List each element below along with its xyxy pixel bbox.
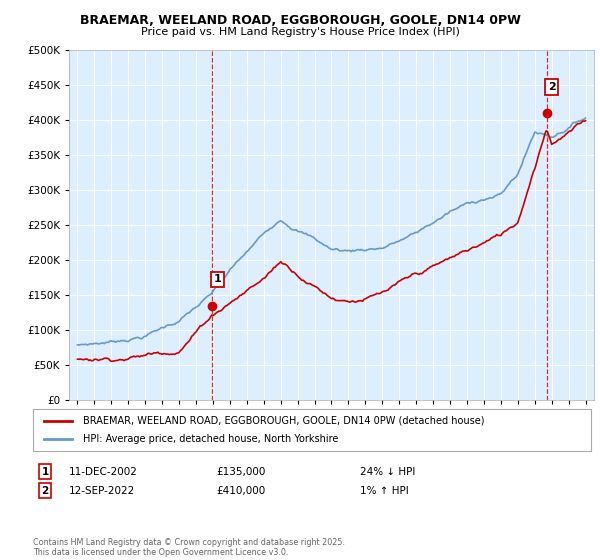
- Text: 1: 1: [41, 466, 49, 477]
- Text: 2: 2: [41, 486, 49, 496]
- Text: BRAEMAR, WEELAND ROAD, EGGBOROUGH, GOOLE, DN14 0PW (detached house): BRAEMAR, WEELAND ROAD, EGGBOROUGH, GOOLE…: [83, 416, 485, 426]
- Text: 1% ↑ HPI: 1% ↑ HPI: [360, 486, 409, 496]
- Text: HPI: Average price, detached house, North Yorkshire: HPI: Average price, detached house, Nort…: [83, 434, 338, 444]
- Text: 2: 2: [548, 82, 556, 92]
- Text: £410,000: £410,000: [216, 486, 265, 496]
- Text: BRAEMAR, WEELAND ROAD, EGGBOROUGH, GOOLE, DN14 0PW: BRAEMAR, WEELAND ROAD, EGGBOROUGH, GOOLE…: [80, 14, 520, 27]
- Text: 24% ↓ HPI: 24% ↓ HPI: [360, 466, 415, 477]
- Text: 11-DEC-2002: 11-DEC-2002: [69, 466, 138, 477]
- Text: 1: 1: [214, 274, 221, 284]
- Text: £135,000: £135,000: [216, 466, 265, 477]
- Text: Contains HM Land Registry data © Crown copyright and database right 2025.
This d: Contains HM Land Registry data © Crown c…: [33, 538, 345, 557]
- Text: Price paid vs. HM Land Registry's House Price Index (HPI): Price paid vs. HM Land Registry's House …: [140, 27, 460, 37]
- Text: 12-SEP-2022: 12-SEP-2022: [69, 486, 135, 496]
